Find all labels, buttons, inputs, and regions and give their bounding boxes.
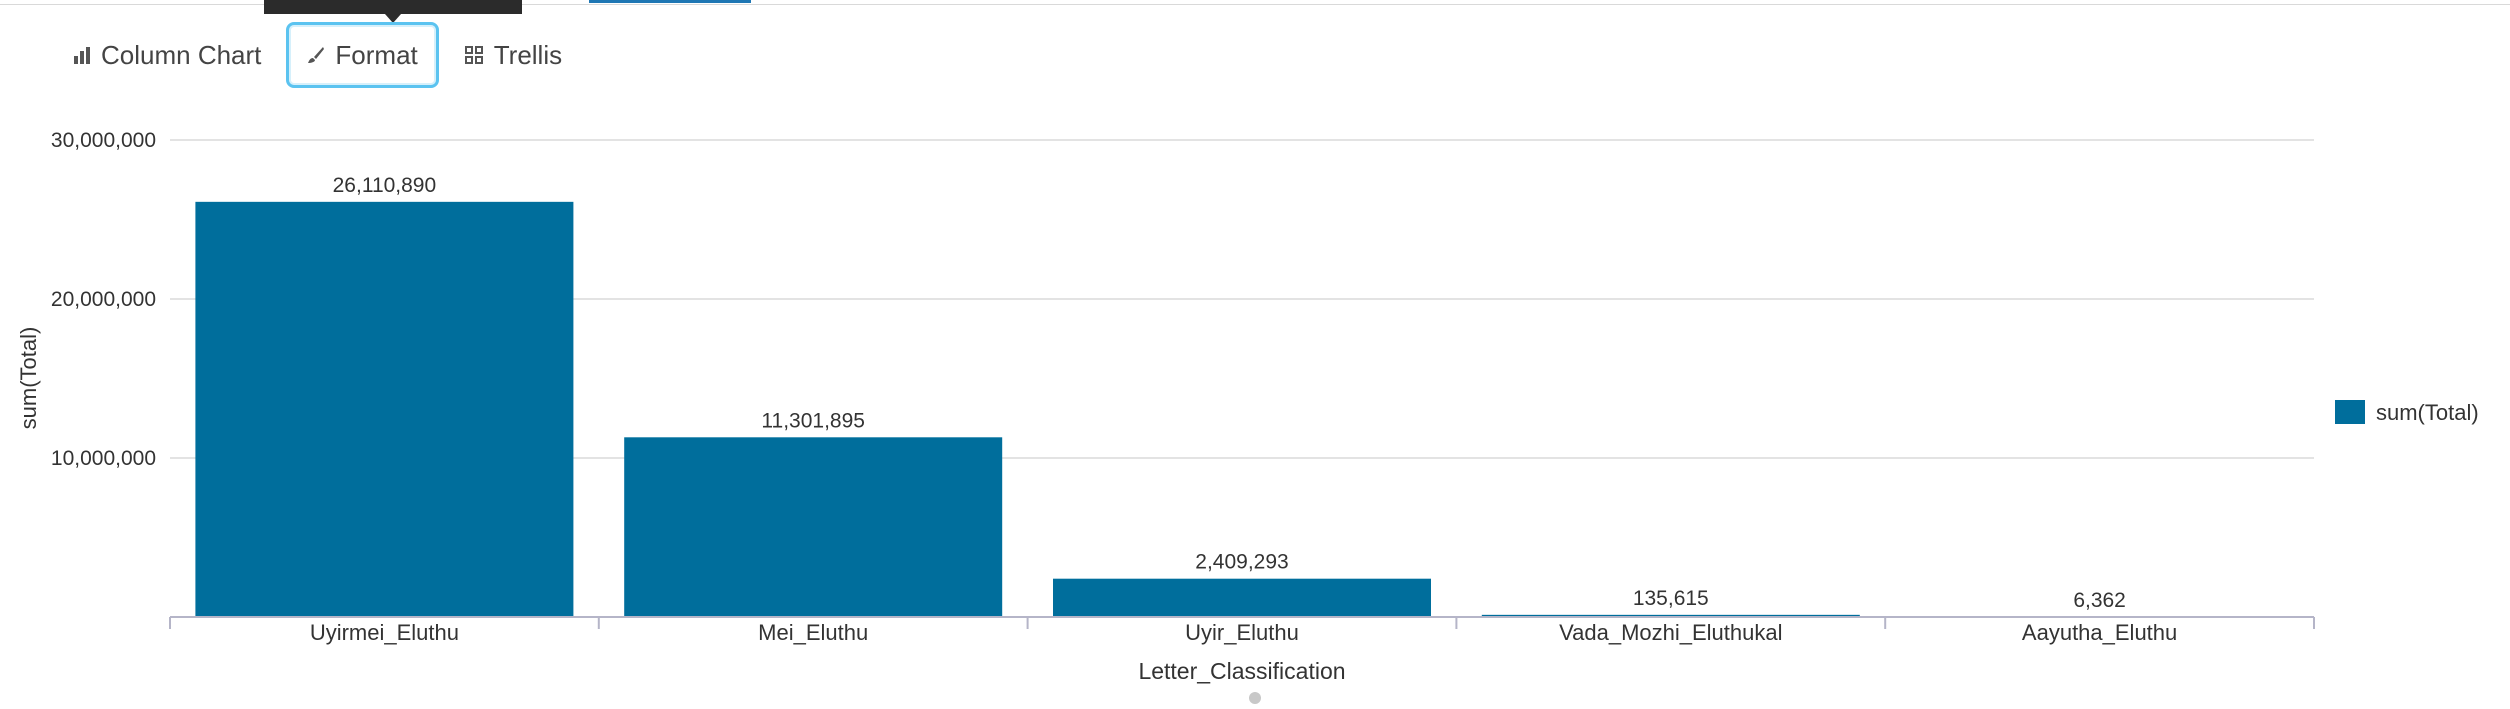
bar-chart-icon	[73, 46, 91, 64]
data-label: 135,615	[1633, 587, 1709, 610]
data-label: 6,362	[2073, 589, 2126, 612]
y-axis-title: sum(Total)	[16, 327, 41, 430]
x-axis-ticks: Uyirmei_Eluthu Mei_Eluthu Uyir_Eluthu Vada_…	[310, 620, 2177, 645]
trellis-label: Trellis	[494, 40, 562, 71]
trellis-button[interactable]: Trellis	[443, 22, 583, 88]
x-tick-label: Uyirmei_Eluthu	[310, 620, 459, 645]
x-tick-label: Mei_Eluthu	[758, 620, 868, 645]
legend[interactable]: sum(Total)	[2335, 400, 2479, 425]
x-tick-label: Uyir_Eluthu	[1185, 620, 1299, 645]
format-button[interactable]: Format	[286, 22, 438, 88]
y-tick-label: 10,000,000	[51, 447, 156, 470]
tooltip	[264, 0, 522, 14]
column-chart-button[interactable]: Column Chart	[52, 22, 282, 88]
data-label: 26,110,890	[333, 174, 437, 197]
y-tick-label: 20,000,000	[51, 288, 156, 311]
y-tick-label: 30,000,000	[51, 129, 156, 152]
active-tab-indicator	[589, 0, 751, 3]
data-label: 11,301,895	[761, 409, 865, 432]
visualization-toolbar: Column Chart Format Trellis	[52, 20, 587, 90]
value-labels: 26,110,890 11,301,895 2,409,293 135,615 6,36…	[333, 174, 2126, 612]
y-axis-ticks: 10,000,000 20,000,000 30,000,000	[51, 129, 156, 470]
brush-icon	[307, 46, 325, 64]
format-label: Format	[335, 40, 417, 71]
x-tick-label: Aayutha_Eluthu	[2022, 620, 2177, 645]
column-chart: 10,000,000 20,000,000 30,000,000 26,110,89…	[0, 90, 2510, 704]
legend-label: sum(Total)	[2376, 400, 2479, 425]
bar	[195, 202, 573, 617]
x-axis-title: Letter_Classification	[1138, 658, 1345, 684]
bar	[1053, 579, 1431, 617]
data-label: 2,409,293	[1195, 551, 1288, 574]
scroll-handle[interactable]	[1249, 692, 1261, 704]
column-chart-label: Column Chart	[101, 40, 261, 71]
x-tick-label: Vada_Mozhi_Eluthukal	[1559, 620, 1782, 645]
bar	[624, 437, 1002, 617]
chart-area: 10,000,000 20,000,000 30,000,000 26,110,89…	[0, 90, 2510, 704]
grid-icon	[464, 45, 484, 65]
legend-swatch	[2335, 400, 2365, 424]
